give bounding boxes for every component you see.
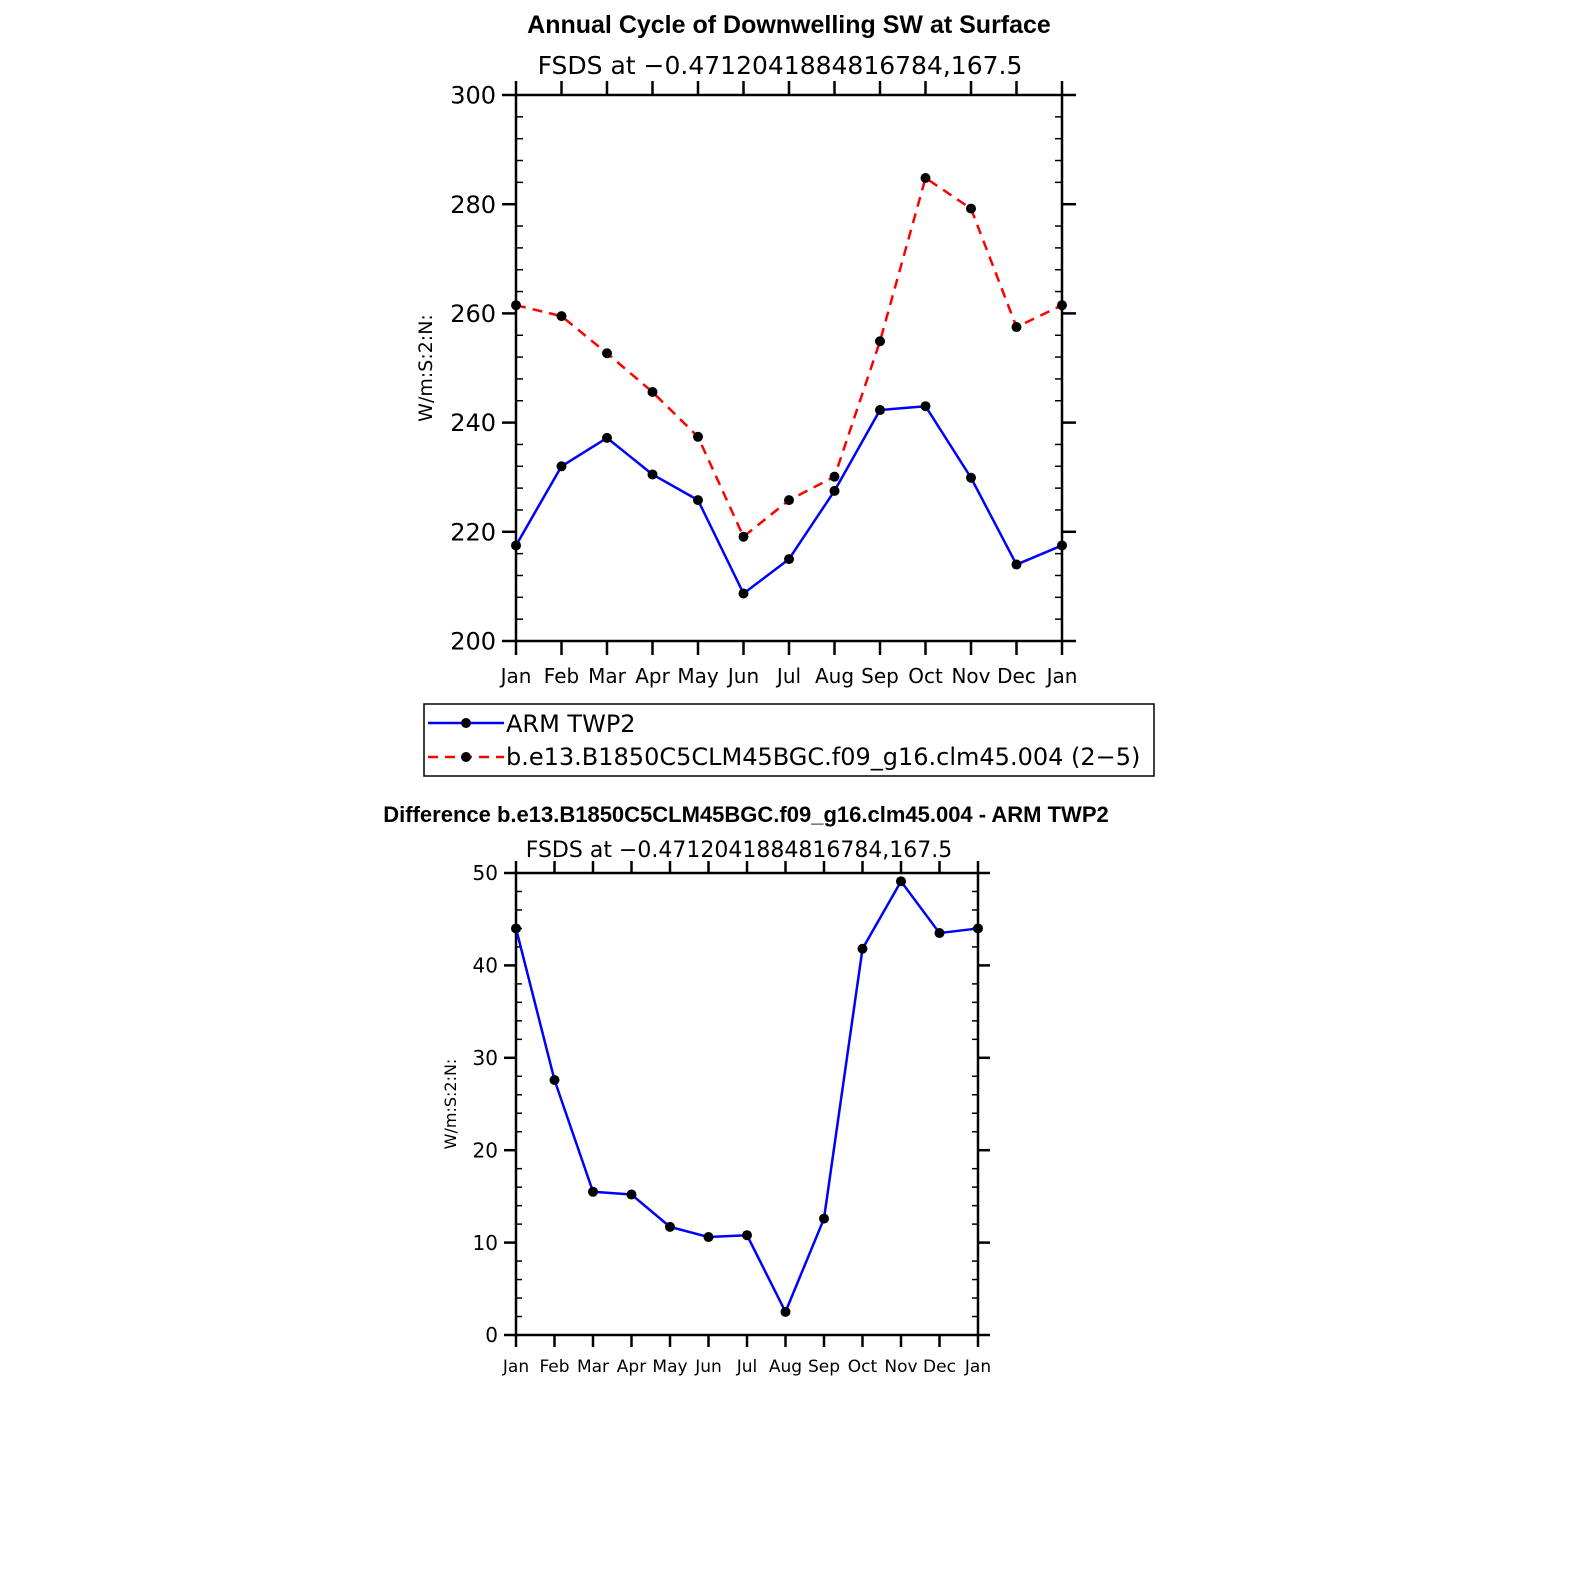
annual-cycle-chart: Annual Cycle of Downwelling SW at Surfac… bbox=[415, 11, 1155, 777]
x-tick-label: Jan bbox=[502, 1357, 529, 1377]
data-point bbox=[738, 531, 749, 542]
data-point bbox=[920, 401, 931, 412]
data-point bbox=[829, 471, 840, 482]
x-tick-label: Jul bbox=[775, 664, 801, 688]
y-tick-label: 30 bbox=[473, 1046, 498, 1070]
x-tick-label: Oct bbox=[848, 1357, 878, 1377]
data-point bbox=[602, 348, 612, 359]
data-point bbox=[1057, 540, 1067, 551]
x-tick-label: Aug bbox=[815, 664, 854, 688]
y-tick-label: 300 bbox=[450, 82, 496, 110]
legend-entry-model: b.e13.B1850C5CLM45BGC.f09_g16.clm45.004 … bbox=[428, 743, 1140, 771]
x-tick-label: Jan bbox=[964, 1357, 991, 1377]
data-point bbox=[819, 1213, 829, 1224]
x-tick-label: Nov bbox=[951, 664, 990, 688]
x-tick-label: Dec bbox=[997, 664, 1036, 688]
data-point bbox=[875, 336, 885, 347]
data-point bbox=[1057, 300, 1067, 311]
x-tick-label: Apr bbox=[635, 664, 670, 688]
y-tick-label: 240 bbox=[450, 409, 496, 437]
x-tick-label: Jan bbox=[499, 664, 532, 688]
y-tick-label: 40 bbox=[473, 954, 498, 978]
y-axis-label: W/m:S:2:N: bbox=[441, 1059, 460, 1150]
data-point bbox=[693, 495, 703, 506]
legend-label-model: b.e13.B1850C5CLM45BGC.f09_g16.clm45.004 … bbox=[506, 743, 1140, 771]
x-tick-label: Feb bbox=[544, 664, 579, 688]
x-tick-label: May bbox=[652, 1357, 687, 1377]
legend-marker-arm bbox=[461, 718, 471, 728]
x-tick-label: Apr bbox=[617, 1357, 646, 1377]
data-point bbox=[857, 943, 868, 954]
data-point bbox=[780, 1306, 791, 1317]
x-tick-label: Jun bbox=[726, 664, 759, 688]
data-point bbox=[602, 432, 612, 443]
y-axis-label: W/m:S:2:N: bbox=[415, 314, 437, 422]
data-point bbox=[511, 540, 521, 551]
x-tick-label: Dec bbox=[923, 1357, 956, 1377]
data-point bbox=[973, 923, 983, 934]
data-point bbox=[588, 1186, 598, 1197]
x-tick-label: Sep bbox=[861, 664, 899, 688]
y-tick-label: 260 bbox=[450, 300, 496, 328]
legend-box bbox=[423, 703, 1155, 777]
data-point bbox=[784, 495, 794, 506]
x-tick-label: Feb bbox=[539, 1357, 569, 1377]
data-point bbox=[920, 172, 931, 183]
data-point bbox=[549, 1074, 560, 1085]
x-tick-label: May bbox=[677, 664, 719, 688]
legend: ARM TWP2 b.e13.B1850C5CLM45BGC.f09_g16.c… bbox=[423, 703, 1155, 777]
data-point bbox=[966, 472, 976, 483]
data-point bbox=[1011, 559, 1022, 570]
chart-subtitle: FSDS at −0.4712041884816784,167.5 bbox=[526, 838, 953, 863]
x-tick-label: Jun bbox=[694, 1357, 722, 1377]
x-tick-label: Sep bbox=[808, 1357, 840, 1377]
data-point bbox=[647, 387, 658, 398]
y-tick-label: 50 bbox=[473, 861, 498, 885]
data-point bbox=[556, 311, 567, 322]
x-tick-label: Jul bbox=[736, 1357, 758, 1377]
data-point bbox=[896, 876, 906, 887]
x-tick-label: Aug bbox=[769, 1357, 802, 1377]
legend-entry-arm: ARM TWP2 bbox=[428, 710, 636, 738]
y-tick-label: 280 bbox=[450, 191, 496, 219]
difference-chart: Difference b.e13.B1850C5CLM45BGC.f09_g16… bbox=[383, 802, 1108, 1377]
x-tick-label: Mar bbox=[577, 1357, 609, 1377]
data-point bbox=[784, 554, 794, 565]
data-point bbox=[703, 1232, 714, 1243]
series-line-0 bbox=[514, 880, 979, 1314]
data-point bbox=[556, 461, 567, 472]
y-tick-label: 200 bbox=[450, 628, 496, 656]
y-tick-label: 20 bbox=[473, 1138, 498, 1162]
chart-subtitle: FSDS at −0.4712041884816784,167.5 bbox=[538, 51, 1023, 80]
y-tick-label: 10 bbox=[473, 1231, 498, 1255]
data-point bbox=[1011, 322, 1022, 333]
y-tick-label: 220 bbox=[450, 518, 496, 546]
y-tick-label: 0 bbox=[485, 1323, 498, 1347]
data-point bbox=[647, 469, 658, 480]
data-point bbox=[738, 588, 749, 599]
plot-frame bbox=[514, 871, 980, 1337]
data-point bbox=[511, 300, 521, 311]
data-point bbox=[665, 1221, 675, 1232]
x-tick-label: Nov bbox=[884, 1357, 917, 1377]
data-point bbox=[934, 928, 945, 939]
data-point bbox=[875, 405, 885, 416]
chart-title: Difference b.e13.B1850C5CLM45BGC.f09_g16… bbox=[383, 802, 1108, 827]
data-point bbox=[966, 203, 976, 214]
chart-title: Annual Cycle of Downwelling SW at Surfac… bbox=[527, 11, 1051, 39]
x-tick-label: Oct bbox=[908, 664, 943, 688]
data-point bbox=[511, 923, 521, 934]
data-point bbox=[693, 431, 703, 442]
data-point bbox=[829, 485, 840, 496]
legend-marker-model bbox=[461, 752, 471, 762]
series-line-1 bbox=[515, 176, 1063, 538]
data-point bbox=[742, 1230, 752, 1241]
x-tick-label: Mar bbox=[588, 664, 627, 688]
data-point bbox=[626, 1189, 637, 1200]
legend-label-arm: ARM TWP2 bbox=[506, 710, 636, 738]
x-tick-label: Jan bbox=[1045, 664, 1078, 688]
